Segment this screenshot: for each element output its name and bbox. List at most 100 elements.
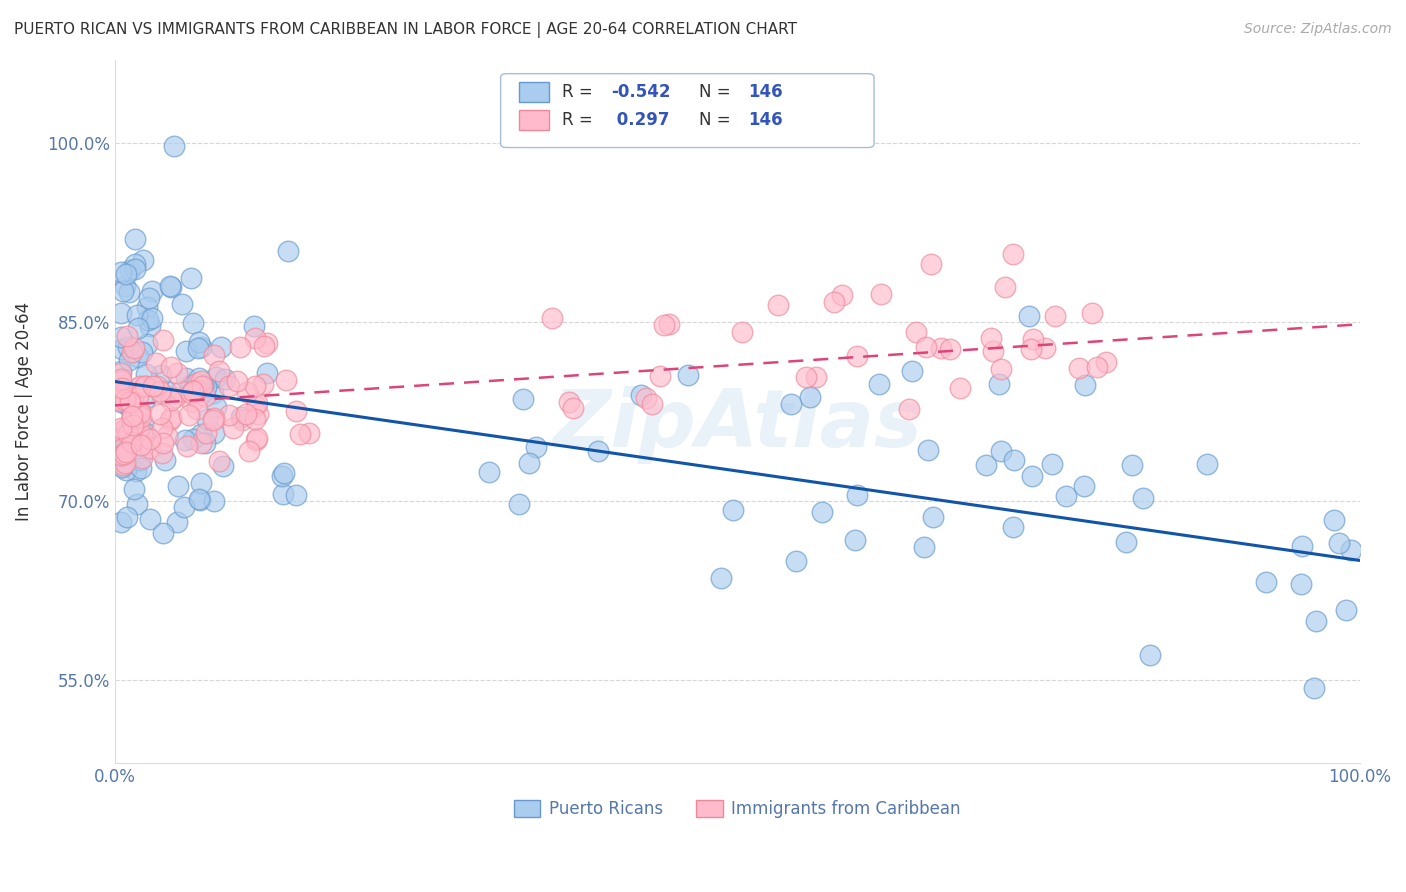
Point	[245, 433, 267, 447]
Point	[205, 400, 228, 414]
Point	[129, 453, 152, 467]
Point	[127, 405, 149, 419]
Point	[630, 387, 652, 401]
Text: 0.297: 0.297	[612, 112, 669, 129]
Point	[160, 280, 183, 294]
Point	[110, 392, 132, 406]
Point	[920, 257, 942, 271]
Point	[127, 388, 149, 402]
Point	[186, 401, 208, 416]
Point	[1195, 457, 1218, 471]
Point	[190, 426, 212, 441]
Point	[139, 433, 162, 447]
Point	[131, 428, 153, 442]
Point	[111, 381, 134, 395]
Text: ZipAtlas: ZipAtlas	[553, 386, 922, 465]
Point	[155, 384, 177, 398]
Point	[804, 369, 827, 384]
Point	[122, 392, 145, 406]
Point	[188, 492, 211, 507]
Point	[1132, 491, 1154, 505]
Point	[236, 384, 259, 399]
Point	[111, 285, 134, 299]
Point	[974, 458, 997, 473]
Point	[246, 396, 269, 410]
Point	[159, 279, 181, 293]
Point	[231, 413, 253, 427]
Point	[114, 421, 136, 435]
Point	[1054, 489, 1077, 503]
Point	[125, 428, 148, 442]
Point	[132, 416, 155, 430]
Point	[785, 553, 807, 567]
Point	[118, 353, 141, 368]
Point	[1334, 603, 1357, 617]
Point	[127, 497, 149, 511]
Point	[174, 434, 197, 448]
Point	[512, 392, 534, 407]
Point	[110, 421, 132, 435]
Point	[214, 372, 236, 386]
Point	[115, 329, 138, 343]
Text: N =: N =	[699, 112, 735, 129]
Point	[121, 345, 143, 359]
Point	[202, 425, 225, 440]
Point	[110, 374, 132, 388]
Point	[1115, 534, 1137, 549]
Text: N =: N =	[699, 83, 735, 101]
Point	[134, 378, 156, 392]
Point	[160, 392, 183, 407]
Point	[243, 412, 266, 426]
Point	[167, 479, 190, 493]
Point	[118, 401, 141, 415]
Point	[1022, 333, 1045, 347]
Point	[1081, 306, 1104, 320]
Point	[160, 410, 183, 425]
Point	[987, 377, 1010, 392]
Point	[270, 469, 292, 483]
Point	[141, 284, 163, 298]
Point	[111, 342, 134, 356]
Point	[1340, 543, 1362, 558]
Point	[1073, 378, 1095, 392]
Point	[1289, 577, 1312, 591]
Point	[181, 384, 204, 398]
Point	[912, 540, 935, 554]
Point	[152, 333, 174, 347]
Point	[779, 397, 801, 411]
Point	[846, 349, 869, 363]
Point	[209, 341, 232, 355]
Point	[114, 279, 136, 293]
Point	[194, 389, 217, 403]
Point	[135, 300, 157, 314]
Point	[191, 378, 214, 392]
Text: 146: 146	[748, 112, 783, 129]
Point	[179, 379, 201, 393]
Point	[110, 448, 132, 462]
Point	[129, 461, 152, 475]
Point	[190, 476, 212, 491]
Point	[187, 370, 209, 384]
Point	[540, 311, 562, 326]
Point	[288, 426, 311, 441]
Point	[155, 453, 177, 467]
Point	[1303, 681, 1326, 695]
Point	[901, 364, 924, 378]
Point	[238, 443, 260, 458]
Point	[110, 388, 132, 402]
Point	[150, 421, 173, 435]
Point	[117, 425, 139, 439]
Point	[135, 368, 157, 382]
Point	[131, 450, 153, 465]
Point	[128, 403, 150, 417]
Point	[124, 262, 146, 277]
Point	[212, 458, 235, 473]
Point	[125, 408, 148, 422]
Point	[118, 433, 141, 447]
Point	[1040, 457, 1063, 471]
Point	[1254, 574, 1277, 589]
Point	[139, 512, 162, 526]
Point	[277, 244, 299, 258]
Point	[110, 424, 132, 438]
Point	[187, 341, 209, 355]
